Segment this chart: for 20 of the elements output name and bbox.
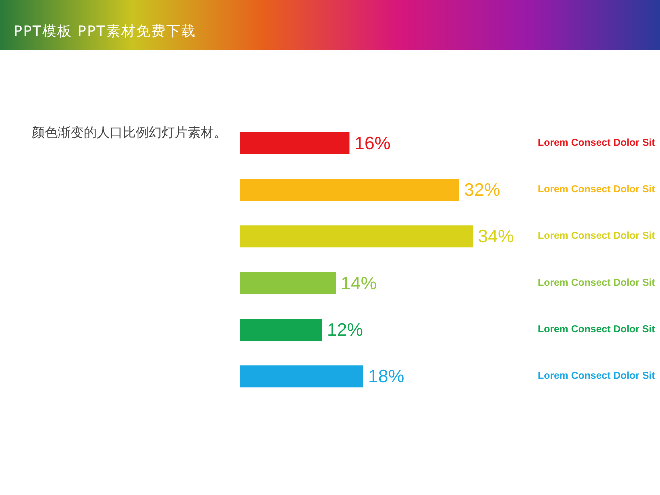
bar bbox=[240, 226, 474, 248]
data-label: 14% bbox=[341, 273, 378, 294]
data-label: 16% bbox=[354, 133, 391, 154]
bar bbox=[240, 319, 322, 341]
text: PPT模板 PPT素材免费下载 bbox=[0, 0, 660, 50]
y-tick-label: Lorem Consect Dolor Sit bbox=[538, 184, 656, 196]
y-tick-label: Lorem Consect Dolor Sit bbox=[538, 231, 656, 242]
bar bbox=[240, 179, 460, 201]
data-label: 12% bbox=[327, 320, 364, 340]
data-label: 32% bbox=[464, 180, 500, 200]
y-tick-label: Lorem Consect Dolor Sit bbox=[538, 278, 656, 289]
y-tick-label: Lorem Consect Dolor Sit bbox=[538, 371, 656, 382]
y-tick-label: Lorem Consect Dolor Sit bbox=[538, 324, 656, 336]
data-label: 18% bbox=[368, 366, 404, 387]
y-tick-label: Lorem Consect Dolor Sit bbox=[538, 138, 656, 149]
data-label: 34% bbox=[478, 226, 514, 247]
bar bbox=[240, 272, 336, 294]
text: 颜色渐变的人口比例幻灯片素材。 bbox=[32, 125, 228, 142]
bar bbox=[240, 366, 364, 388]
bar bbox=[240, 132, 350, 154]
